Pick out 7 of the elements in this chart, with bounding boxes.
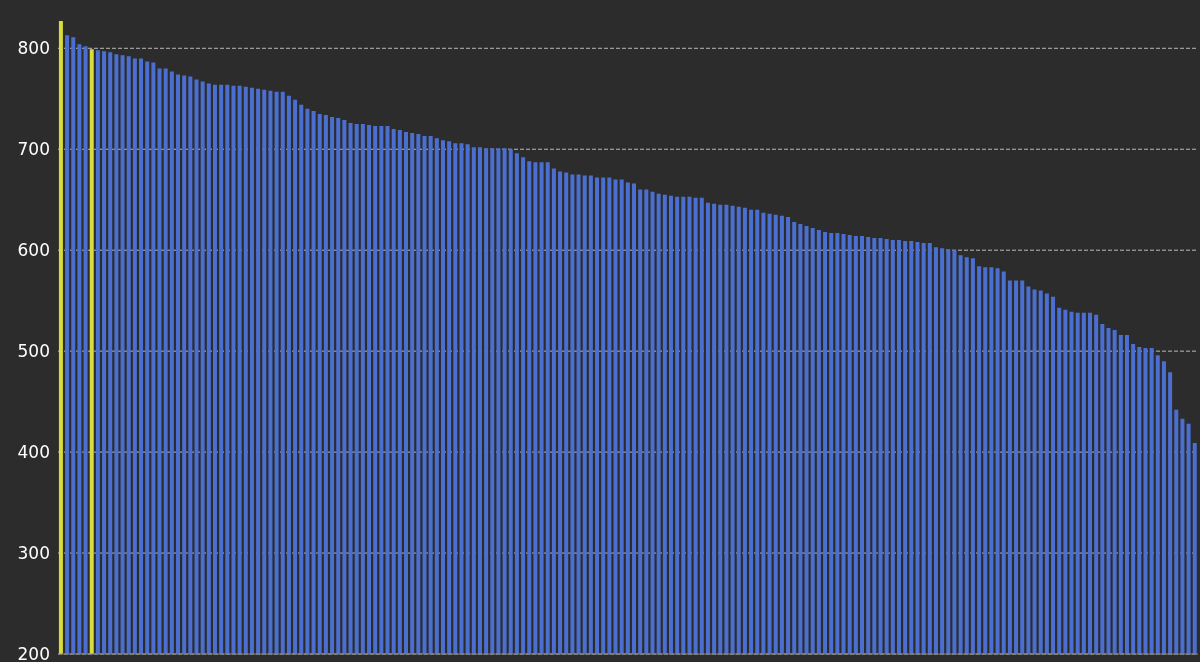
- y-tick-label: 700: [17, 139, 50, 160]
- y-tick-label: 500: [17, 341, 50, 362]
- y-tick-label: 200: [17, 644, 50, 662]
- y-tick-label: 800: [17, 38, 50, 59]
- y-tick-label: 300: [17, 543, 50, 564]
- y-tick-label: 600: [17, 240, 50, 261]
- y-tick-label: 400: [17, 442, 50, 463]
